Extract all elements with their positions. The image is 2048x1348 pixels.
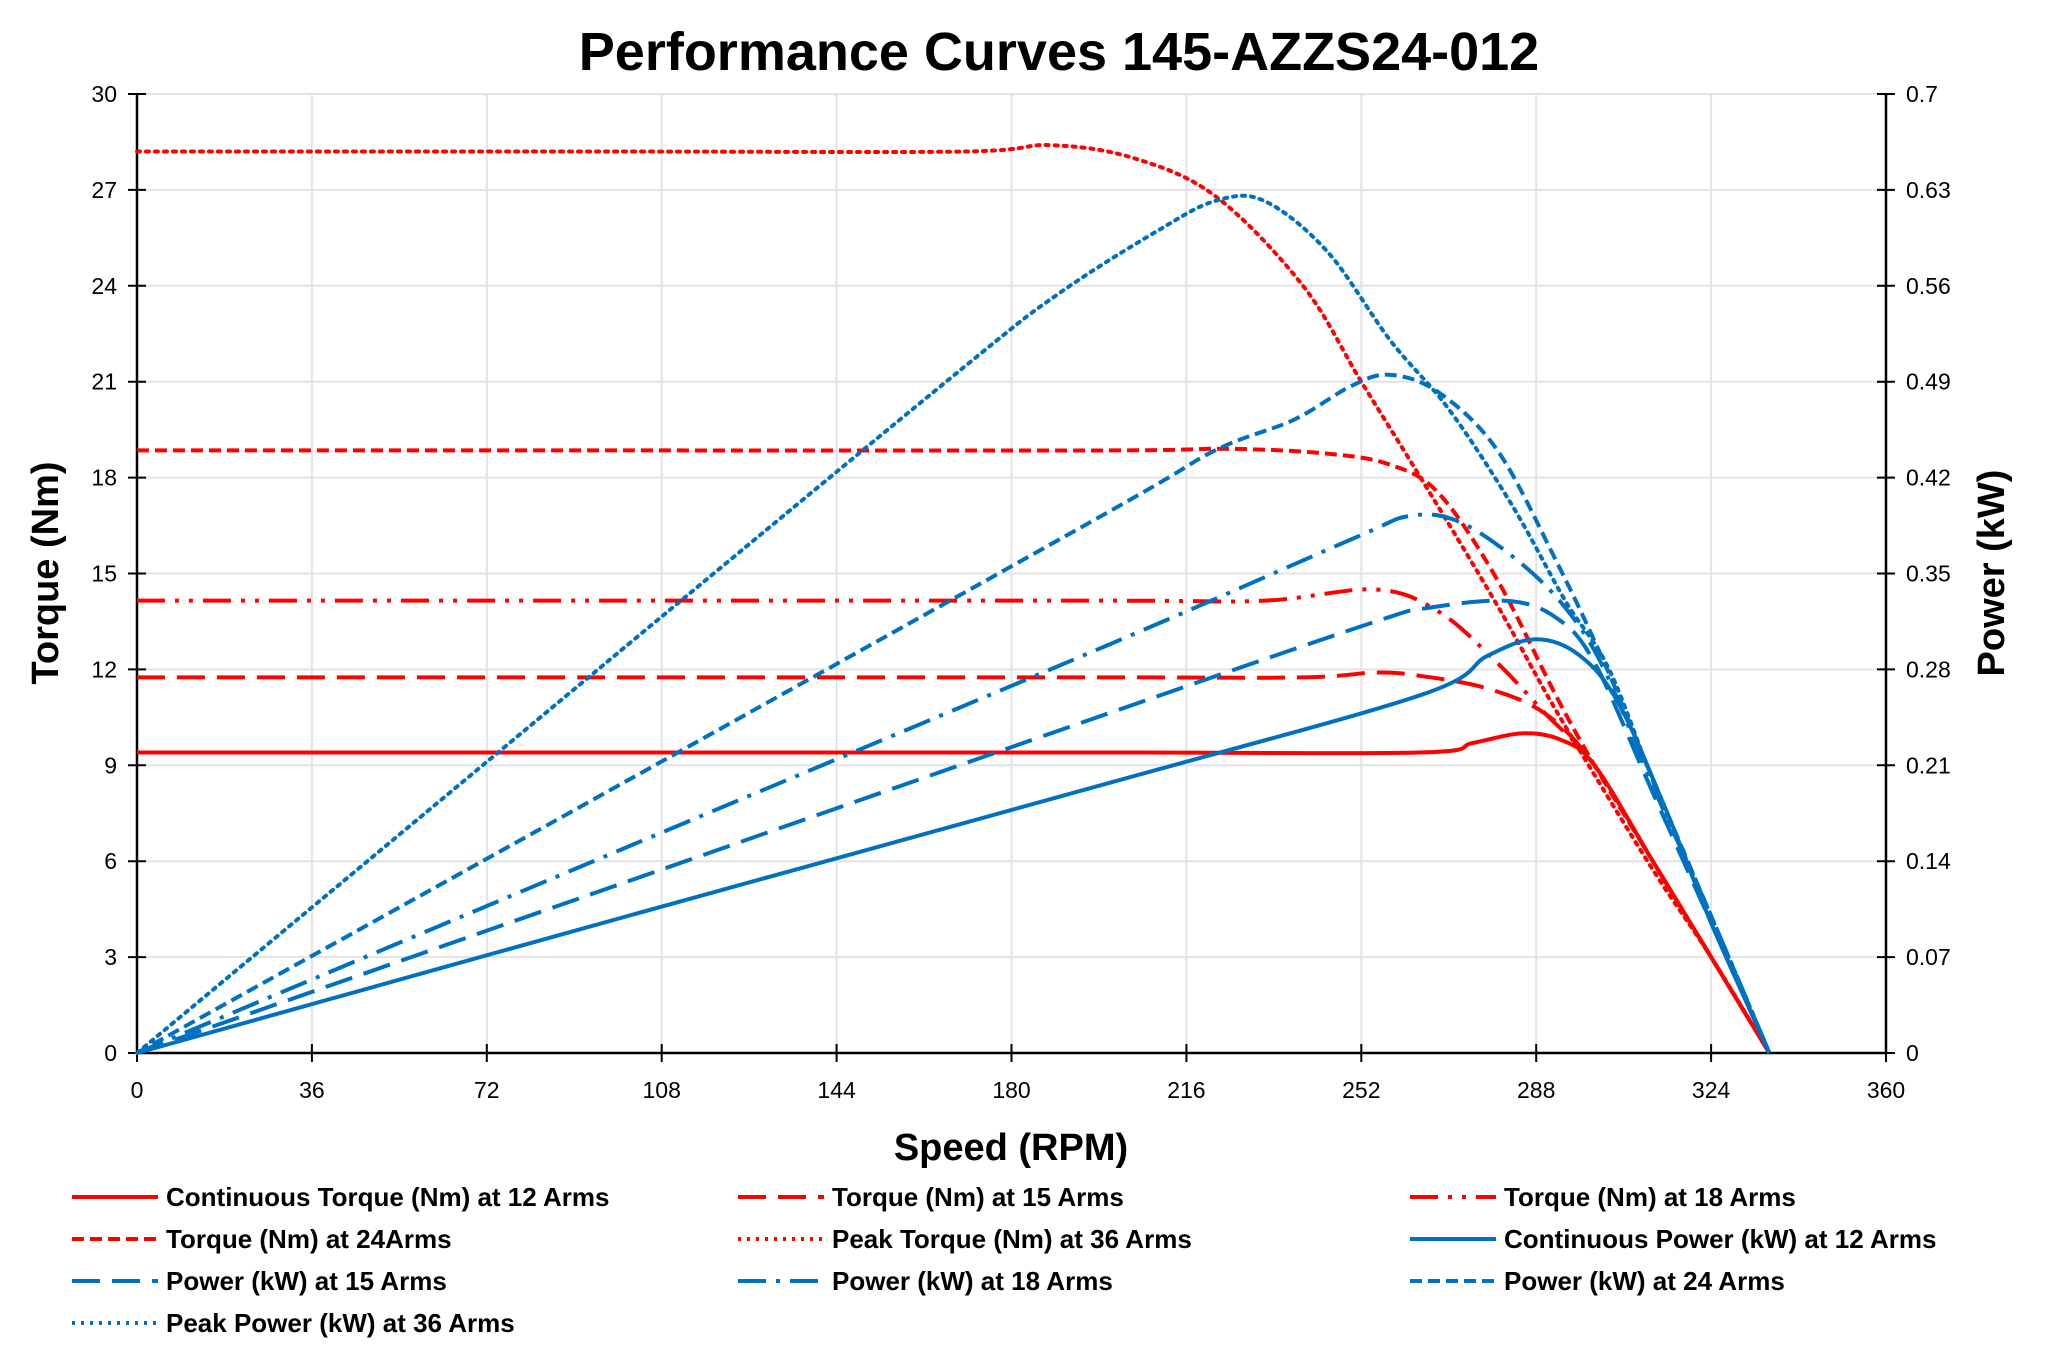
- x-tick-label: 144: [817, 1077, 856, 1103]
- series-line: [137, 670, 1772, 1055]
- y-tick-label: 21: [91, 369, 117, 395]
- series-line: [136, 731, 1772, 1055]
- x-axis-label: Speed (RPM): [894, 1127, 1128, 1169]
- legend-label: Continuous Power (kW) at 12 Arms: [1504, 1224, 1936, 1254]
- legend-label: Torque (Nm) at 18 Arms: [1504, 1182, 1796, 1212]
- y2-tick-label: 0.21: [1906, 752, 1951, 778]
- x-tick-label: 252: [1342, 1077, 1380, 1103]
- legend-label: Torque (Nm) at 15 Arms: [832, 1182, 1124, 1212]
- x-tick-label: 108: [643, 1077, 681, 1103]
- series-line: [135, 143, 1772, 1055]
- y2-tick-label: 0.56: [1906, 273, 1951, 299]
- y-tick-label: 30: [91, 81, 117, 107]
- legend: Continuous Torque (Nm) at 12 Arms Torque …: [72, 1182, 1936, 1338]
- y2-tick-label: 0.63: [1906, 177, 1951, 203]
- y-tick-label: 0: [104, 1040, 117, 1066]
- chart-title: Performance Curves 145-AZZS24-012: [579, 22, 1539, 82]
- y2-tick-label: 0.7: [1906, 81, 1938, 107]
- y2-tick-label: 0.35: [1906, 561, 1951, 587]
- y-tick-label: 18: [91, 465, 117, 491]
- series-line: [135, 193, 1772, 1055]
- y-tick-label: 6: [104, 848, 117, 874]
- x-tick-label: 216: [1167, 1077, 1205, 1103]
- legend-label: Power (kW) at 24 Arms: [1504, 1266, 1785, 1296]
- y-tick-label: 27: [91, 177, 117, 203]
- x-tick-label: 0: [131, 1077, 144, 1103]
- series-line: [136, 637, 1772, 1055]
- y2-tick-label: 0.42: [1906, 465, 1951, 491]
- series-line: [136, 512, 1772, 1055]
- legend-label: Peak Power (kW) at 36 Arms: [166, 1308, 515, 1338]
- y2-tick-label: 0: [1906, 1040, 1919, 1066]
- x-tick-label: 288: [1517, 1077, 1555, 1103]
- y-tick-label: 9: [104, 752, 117, 778]
- legend-label: Torque (Nm) at 24Arms: [166, 1224, 452, 1254]
- y-tick-label: 15: [91, 561, 117, 587]
- y2-tick-label: 0.49: [1906, 369, 1951, 395]
- y2-tick-label: 0.07: [1906, 944, 1951, 970]
- x-tick-label: 324: [1692, 1077, 1731, 1103]
- y-tick-label: 3: [104, 944, 117, 970]
- y2-tick-label: 0.28: [1906, 656, 1951, 682]
- y2-tick-label: 0.14: [1906, 848, 1951, 874]
- legend-label: Peak Torque (Nm) at 36 Arms: [832, 1224, 1192, 1254]
- y-axis-label: Torque (Nm): [25, 461, 67, 684]
- x-tick-label: 36: [299, 1077, 325, 1103]
- y-tick-label: 12: [91, 656, 117, 682]
- x-tick-label: 72: [474, 1077, 500, 1103]
- legend-label: Power (kW) at 15 Arms: [166, 1266, 447, 1296]
- x-tick-label: 180: [992, 1077, 1030, 1103]
- y2-axis-label: Power (kW): [1971, 470, 2013, 677]
- x-tick-label: 360: [1867, 1077, 1905, 1103]
- legend-label: Power (kW) at 18 Arms: [832, 1266, 1113, 1296]
- y-tick-label: 24: [91, 273, 117, 299]
- legend-label: Continuous Torque (Nm) at 12 Arms: [166, 1182, 609, 1212]
- series-line: [136, 446, 1772, 1055]
